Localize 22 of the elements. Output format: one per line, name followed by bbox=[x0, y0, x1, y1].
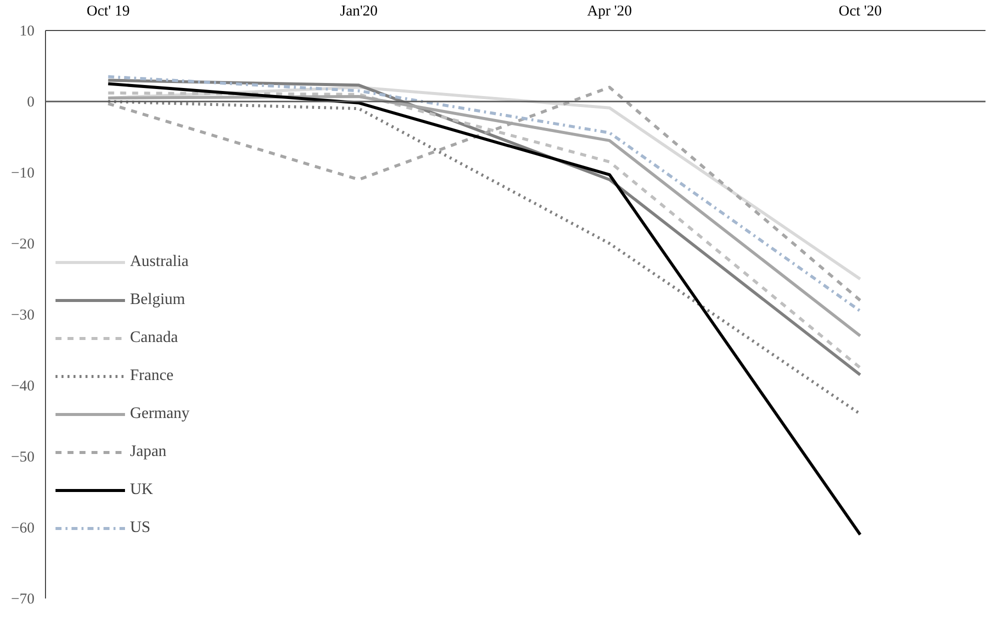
legend-label: UK bbox=[130, 481, 154, 499]
legend-label: France bbox=[130, 367, 174, 385]
y-tick-label: −40 bbox=[11, 378, 35, 394]
x-tick-label: Oct '20 bbox=[838, 4, 882, 20]
y-tick-label: −30 bbox=[11, 308, 35, 324]
y-tick-label: −70 bbox=[11, 592, 35, 608]
line-series bbox=[106, 82, 862, 536]
legend-label: Germany bbox=[130, 405, 190, 423]
legend-label: Australia bbox=[130, 253, 189, 271]
x-tick-label: Jan'20 bbox=[340, 4, 378, 20]
y-tick-label: 0 bbox=[27, 94, 34, 110]
legend-label: Belgium bbox=[130, 291, 186, 309]
y-tick-label: −10 bbox=[11, 166, 35, 182]
x-tick-label: Oct' 19 bbox=[86, 4, 130, 20]
y-tick-label: −60 bbox=[11, 520, 35, 536]
legend-label: US bbox=[130, 519, 150, 537]
y-tick-label: 10 bbox=[20, 24, 34, 40]
y-tick-label: −20 bbox=[11, 236, 35, 252]
legend-label: Canada bbox=[130, 329, 178, 347]
x-tick-label: Apr '20 bbox=[587, 4, 632, 20]
legend-label: Japan bbox=[130, 443, 166, 461]
y-tick-label: −50 bbox=[11, 450, 35, 466]
